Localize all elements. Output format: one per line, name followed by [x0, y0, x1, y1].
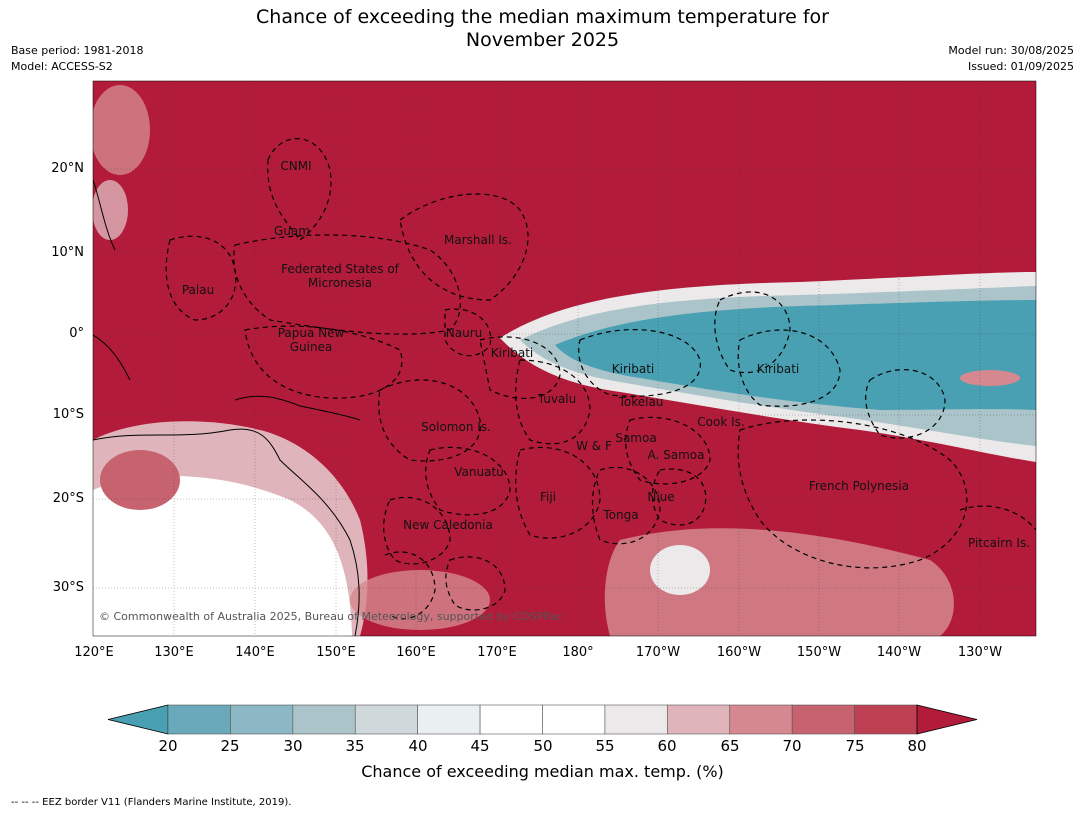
lon-label-170e: 170°E: [477, 645, 517, 660]
place-label: Nauru: [445, 326, 483, 340]
place-label: Solomon Is.: [421, 420, 491, 434]
warm-patch: [93, 180, 128, 240]
model-run: Model run: 30/08/2025: [948, 44, 1074, 57]
place-label: Guam: [274, 224, 310, 238]
eez-footnote: -- -- -- EEZ border V11 (Flanders Marine…: [11, 797, 292, 808]
colorbar-segment: [542, 704, 606, 735]
warm-patch: [350, 570, 490, 630]
colorbar-tick: 65: [720, 737, 740, 755]
map-field: [93, 81, 1036, 636]
place-label: Niue: [647, 490, 675, 504]
place-label: Kiribati: [756, 362, 800, 376]
lon-label-180: 180°: [562, 645, 594, 660]
copyright-notice: © Commonwealth of Australia 2025, Bureau…: [99, 610, 563, 623]
place-label: Fiji: [539, 490, 557, 504]
colorbar-tick: 35: [345, 737, 365, 755]
indonesia-coastline: [93, 334, 131, 381]
colorbar-tick: 40: [408, 737, 428, 755]
model-name: Model: ACCESS-S2: [11, 60, 113, 73]
place-label: A. Samoa: [647, 448, 705, 462]
map-title: Chance of exceeding the median maximum t…: [0, 6, 1085, 52]
lat-label-0: 0°: [69, 326, 84, 341]
place-label: Federated States of Micronesia: [281, 262, 399, 290]
colorbar-segment: [604, 704, 668, 735]
meta-right: Model run: 30/08/2025 Issued: 01/09/2025: [948, 43, 1074, 75]
colorbar-tick: 50: [533, 737, 553, 755]
colorbar-tick: 70: [782, 737, 802, 755]
place-label: Papua New Guinea: [277, 326, 345, 354]
colorbar-segment: [791, 704, 855, 735]
base-period: Base period: 1981-2018: [11, 44, 144, 57]
colorbar-tick: 20: [158, 737, 178, 755]
colorbar-tick: 30: [283, 737, 303, 755]
lon-label-170w: 170°W: [635, 645, 681, 660]
lon-label-160w: 160°W: [716, 645, 762, 660]
place-label: Vanuatu: [454, 465, 504, 479]
lat-label-30s: 30°S: [52, 580, 84, 595]
neutral-patch: [650, 545, 710, 595]
lon-label-140e: 140°E: [235, 645, 275, 660]
colorbar-tick: 45: [470, 737, 490, 755]
place-label: Samoa: [615, 431, 657, 445]
colorbar-label: Chance of exceeding median max. temp. (%…: [361, 762, 724, 781]
place-label: French Polynesia: [808, 479, 910, 493]
lat-label-20n: 20°N: [51, 161, 84, 176]
colorbar-segment: [667, 704, 731, 735]
colorbar-tick: 60: [657, 737, 677, 755]
place-label: Tuvalu: [537, 392, 577, 406]
lon-label-120e: 120°E: [74, 645, 114, 660]
warm-patch: [93, 85, 150, 175]
colorbar-tick: 55: [595, 737, 615, 755]
place-label: Kiribati: [611, 362, 655, 376]
colorbar-tick: 80: [907, 737, 927, 755]
lat-label-10s: 10°S: [52, 407, 84, 422]
title-line-2: November 2025: [465, 29, 620, 51]
place-label: Palau: [181, 283, 215, 297]
meta-left: Base period: 1981-2018 Model: ACCESS-S2: [11, 43, 143, 75]
graticule: [93, 81, 1036, 636]
colorbar: [107, 704, 978, 735]
colorbar-segment: [854, 704, 918, 735]
place-label: Pitcairn Is.: [967, 536, 1031, 550]
lat-label-20s: 20°S: [52, 491, 84, 506]
place-label: New Caledonia: [403, 518, 493, 532]
place-label: Tokelau: [618, 395, 664, 409]
place-label: Cook Is.: [697, 415, 745, 429]
lat-label-10n: 10°N: [51, 245, 84, 260]
lon-label-150e: 150°E: [316, 645, 356, 660]
colorbar-segment: [417, 704, 481, 735]
cool-core: [555, 300, 1036, 410]
place-label: Tonga: [603, 508, 639, 522]
colorbar-tick: 75: [845, 737, 865, 755]
place-label: CNMI: [280, 159, 312, 173]
warm-patch: [960, 370, 1020, 386]
colorbar-segment: [292, 704, 356, 735]
colorbar-tick: 25: [220, 737, 240, 755]
place-label: Kiribati: [490, 346, 534, 360]
colorbar-extension-low: [107, 704, 169, 735]
colorbar-segment: [729, 704, 793, 735]
issued-date: Issued: 01/09/2025: [967, 60, 1074, 73]
lon-label-150w: 150°W: [796, 645, 842, 660]
lon-label-130e: 130°E: [154, 645, 194, 660]
lon-label-160e: 160°E: [396, 645, 436, 660]
colorbar-extension-high: [916, 704, 978, 735]
colorbar-segment: [354, 704, 418, 735]
eez-borders: [165, 138, 1036, 620]
colorbar-segment: [479, 704, 543, 735]
lon-label-130w: 130°W: [957, 645, 1003, 660]
new-guinea-coastline: [234, 395, 361, 421]
map-frame: [92, 80, 1037, 637]
colorbar-segment: [230, 704, 294, 735]
lon-label-140w: 140°W: [876, 645, 922, 660]
philippines-coastline: [93, 179, 116, 251]
place-label: W & F: [576, 439, 612, 453]
australia-neutral: [93, 476, 352, 636]
warm-patch: [100, 450, 180, 510]
title-line-1: Chance of exceeding the median maximum t…: [256, 6, 829, 28]
colorbar-segment: [167, 704, 231, 735]
place-label: Marshall Is.: [444, 233, 512, 247]
australia-coastline: [93, 428, 360, 636]
